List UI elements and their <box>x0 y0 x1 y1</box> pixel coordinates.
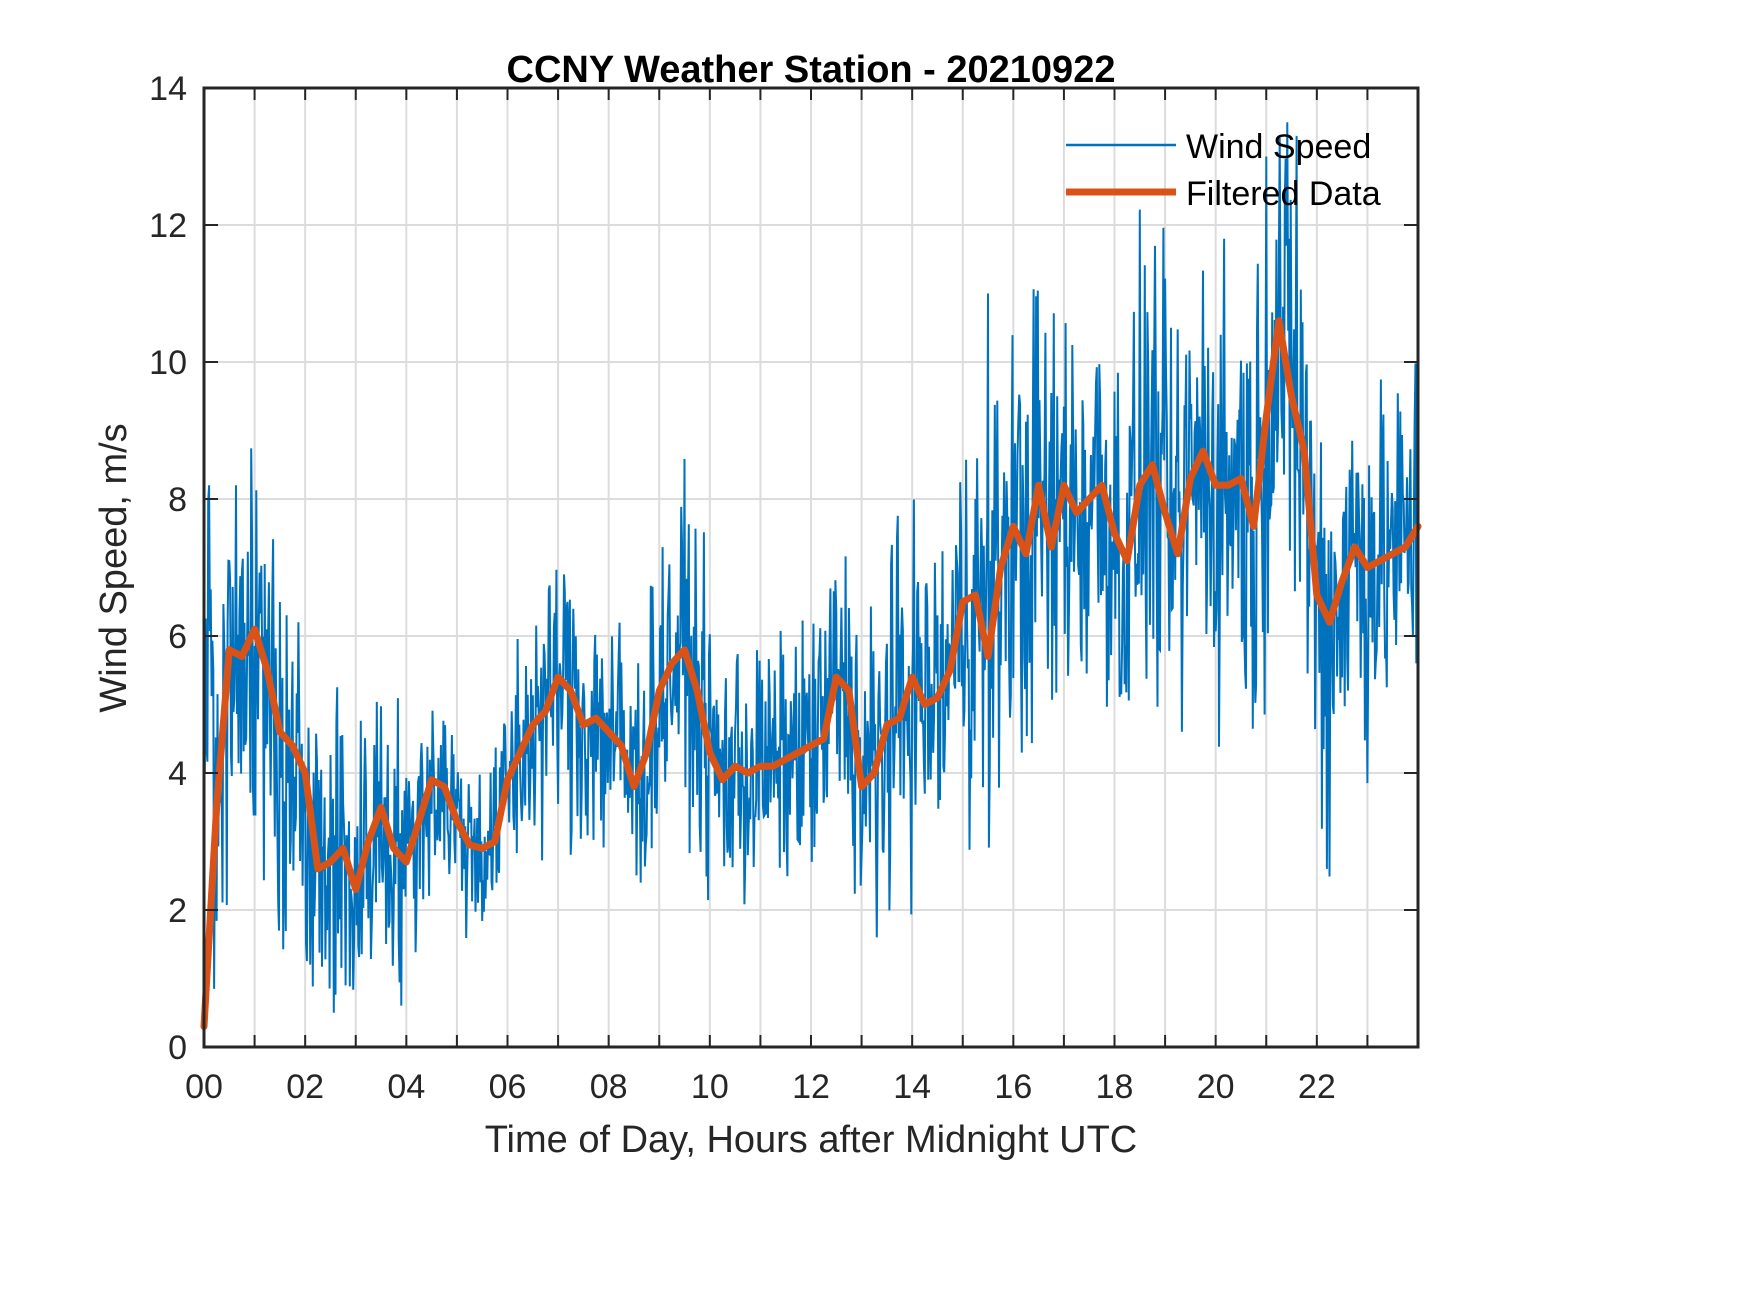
x-tick-label: 20 <box>1197 1068 1235 1106</box>
y-axis-label: Wind Speed, m/s <box>93 423 135 712</box>
y-tick-label: 8 <box>168 481 187 519</box>
y-tick-label: 12 <box>149 207 187 245</box>
wind-speed-line <box>203 122 1419 1013</box>
x-tick-label: 22 <box>1298 1068 1336 1106</box>
chart-title: CCNY Weather Station - 20210922 <box>507 49 1116 91</box>
legend: Wind Speed Filtered Data <box>1066 128 1381 213</box>
wind-speed-series <box>203 122 1419 1013</box>
y-tick-label: 4 <box>168 755 187 793</box>
axis-ticks <box>203 87 1419 1048</box>
filtered-data-series <box>200 317 1422 1030</box>
x-tick-label: 06 <box>489 1068 527 1106</box>
y-tick-label: 0 <box>168 1029 187 1067</box>
legend-filtered-data-label: Filtered Data <box>1186 175 1381 213</box>
x-tick-label: 14 <box>893 1068 931 1106</box>
x-tick-label: 18 <box>1096 1068 1134 1106</box>
y-tick-labels: 0 2 4 6 8 10 12 14 <box>149 70 187 1067</box>
y-tick-label: 14 <box>149 70 187 108</box>
x-tick-label: 12 <box>792 1068 830 1106</box>
x-tick-label: 00 <box>185 1068 223 1106</box>
y-tick-label: 10 <box>149 344 187 382</box>
legend-wind-speed-label: Wind Speed <box>1186 128 1371 166</box>
x-tick-label: 16 <box>994 1068 1032 1106</box>
y-tick-label: 6 <box>168 618 187 656</box>
x-tick-label: 02 <box>286 1068 324 1106</box>
x-tick-labels: 00 02 04 06 08 10 12 14 16 18 20 22 <box>185 1068 1336 1106</box>
x-axis-label: Time of Day, Hours after Midnight UTC <box>485 1119 1138 1161</box>
x-tick-label: 08 <box>590 1068 628 1106</box>
x-tick-label: 10 <box>691 1068 729 1106</box>
x-tick-label: 04 <box>387 1068 425 1106</box>
y-tick-label: 2 <box>168 892 187 930</box>
